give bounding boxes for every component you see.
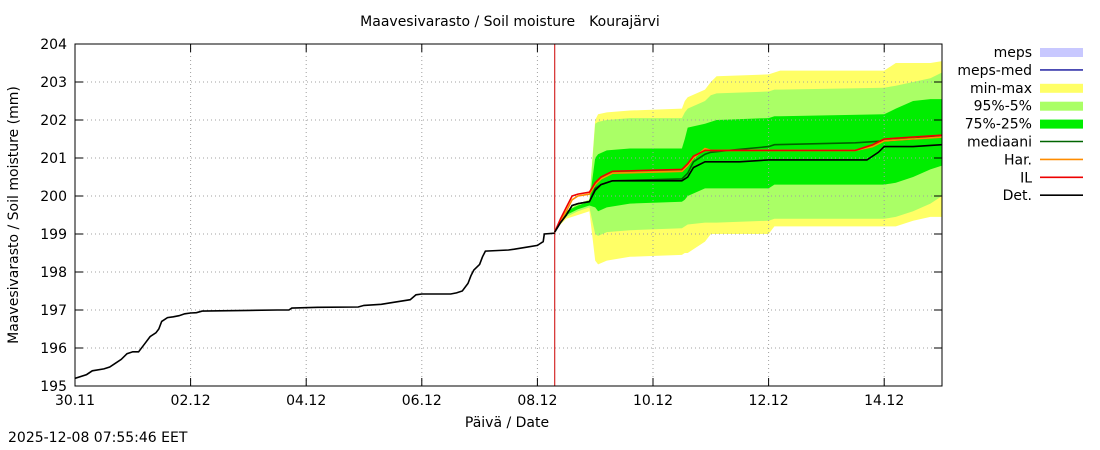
y-tick-label: 204 — [40, 37, 67, 53]
legend-item-minmax: min-max — [970, 81, 1083, 97]
y-tick-label: 203 — [40, 75, 67, 91]
legend-item-p75_25: 75%-25% — [965, 117, 1083, 133]
y-tick-label: 201 — [40, 151, 67, 167]
x-tick-label: 08.12 — [517, 393, 557, 409]
legend-label: min-max — [970, 81, 1032, 97]
chart-title-location: Kourajärvi — [589, 14, 660, 30]
chart-title-main: Maavesivarasto / Soil moisture — [360, 14, 575, 30]
series-line-il — [553, 134, 942, 233]
legend-label: 95%-5% — [974, 99, 1032, 115]
legend-swatch — [1040, 119, 1083, 129]
x-tick-label: 30.11 — [55, 393, 95, 409]
legend-item-il: IL — [1020, 170, 1083, 186]
legend-swatch — [1040, 83, 1083, 93]
y-tick-label: 197 — [40, 303, 67, 319]
legend-item-mediaani: mediaani — [967, 135, 1083, 151]
legend-label: 75%-25% — [965, 117, 1032, 133]
chart-title: Maavesivarasto / Soil moisture Kourajärvi — [360, 14, 660, 30]
legend-item-har: Har. — [1004, 152, 1083, 168]
y-tick-label: 195 — [40, 379, 67, 395]
series-lines — [75, 44, 942, 386]
x-tick-label: 10.12 — [633, 393, 673, 409]
legend-item-meps_med: meps-med — [957, 63, 1083, 79]
y-tick-label: 196 — [40, 341, 67, 357]
legend-swatch — [1040, 101, 1083, 111]
band-75-25 — [554, 99, 942, 231]
legend-label: mediaani — [967, 135, 1032, 151]
forecast-bands — [554, 61, 942, 265]
x-tick-label: 12.12 — [749, 393, 789, 409]
x-tick-label: 06.12 — [402, 393, 442, 409]
legend-item-det: Det. — [1003, 188, 1083, 204]
x-tick-label: 14.12 — [864, 393, 904, 409]
y-tick-label: 202 — [40, 113, 67, 129]
legend-label: Har. — [1004, 152, 1032, 168]
observed-line — [75, 232, 555, 380]
timestamp: 2025-12-08 07:55:46 EET — [8, 430, 188, 446]
y-tick-label: 200 — [40, 189, 67, 205]
y-tick-label: 199 — [40, 227, 67, 243]
legend-label: meps — [994, 45, 1032, 61]
y-axis-label: Maavesivarasto / Soil moisture (mm) — [6, 86, 22, 344]
legend-label: meps-med — [957, 63, 1032, 79]
legend-item-p95_5: 95%-5% — [974, 99, 1083, 115]
axes: 195 196 197 198 199 200 201 202 203 204 30.11 02.12… — [40, 37, 943, 409]
x-tick-label: 04.12 — [286, 393, 326, 409]
legend-item-meps: meps — [994, 45, 1083, 61]
legend-label: IL — [1020, 170, 1032, 186]
legend: meps meps-med min-max 95%-5% 75%-25% mediaani… — [957, 45, 1083, 204]
x-tick-label: 02.12 — [171, 393, 211, 409]
series-line-det — [554, 143, 942, 233]
x-axis-label: Päivä / Date — [465, 415, 549, 431]
y-tick-label: 198 — [40, 265, 67, 281]
legend-swatch — [1040, 48, 1083, 57]
plot-frame — [74, 43, 943, 387]
series-line-har — [553, 136, 942, 233]
legend-label: Det. — [1003, 188, 1032, 204]
